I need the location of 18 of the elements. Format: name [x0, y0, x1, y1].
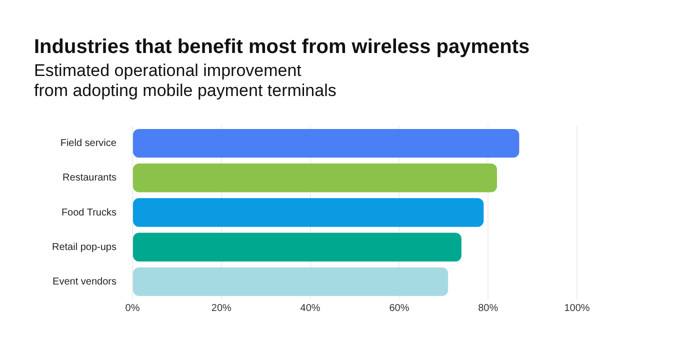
bar — [132, 267, 448, 296]
x-tick-label: 20% — [211, 302, 232, 314]
bar — [132, 128, 520, 158]
y-tick-label: Restaurants — [62, 172, 116, 184]
x-tick-label: 0% — [125, 302, 140, 314]
bar — [132, 164, 497, 192]
x-tick-label: 80% — [478, 302, 498, 314]
chart-subtitle: Estimated operational improvement from adopting mobile payment terminals — [34, 61, 336, 101]
x-tick-label: 100% — [564, 302, 590, 314]
bar — [132, 232, 462, 262]
x-tick-label: 60% — [389, 302, 410, 314]
bar — [132, 198, 484, 227]
x-tick-label: 40% — [300, 302, 320, 314]
y-tick-label: Field service — [60, 138, 117, 150]
y-tick-label: Retail pop-ups — [52, 242, 116, 253]
y-tick-label: Event vendors — [52, 276, 116, 288]
y-tick-label: Food Trucks — [61, 207, 116, 218]
chart-title: Industries that benefit most from wireless payments — [34, 36, 530, 59]
